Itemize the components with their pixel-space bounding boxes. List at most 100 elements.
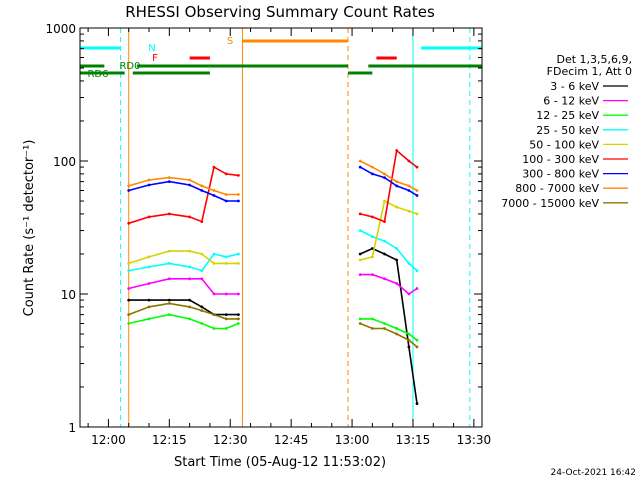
series-line-5-part-1: [360, 148, 418, 223]
y-tick-label-0: 1: [68, 421, 76, 435]
series-4-point-4: [200, 252, 204, 256]
x-tick-label-3: 12:45: [274, 433, 309, 447]
series-0-point-1: [147, 298, 151, 302]
series-0-point-12: [407, 345, 411, 349]
legend-label-4: 50 - 100 keV: [529, 138, 599, 151]
series-lines: [127, 148, 419, 405]
series-2-point-3: [188, 317, 192, 321]
series-7-point-3: [188, 178, 192, 182]
series-0-point-0: [127, 298, 131, 302]
series-5-point-7: [237, 174, 240, 177]
series-2-point-7: [237, 322, 240, 325]
series-8-point-6: [224, 317, 228, 321]
series-6-point-9: [371, 172, 374, 176]
x-tick-label-4: 13:00: [335, 433, 370, 447]
series-4-point-0: [127, 262, 131, 265]
series-8-point-10: [383, 327, 386, 330]
series-6-point-13: [415, 194, 419, 197]
series-6-point-6: [224, 199, 228, 203]
x-tick-label-6: 13:30: [457, 433, 492, 447]
series-8-point-11: [395, 332, 399, 336]
series-3-point-1: [147, 265, 151, 269]
series-6-point-8: [358, 165, 362, 169]
series-line-8-part-1: [359, 322, 418, 348]
legend-label-8: 7000 - 15000 keV: [501, 197, 599, 210]
series-7-point-9: [371, 165, 374, 169]
series-5-point-13: [415, 165, 419, 169]
series-8-point-8: [358, 322, 362, 325]
series-2-point-9: [371, 317, 374, 321]
series-2-point-12: [407, 332, 411, 336]
series-line-5-part-0: [128, 165, 239, 225]
series-7-point-10: [383, 172, 386, 176]
legend-header-1: FDecim 1, Att 0: [547, 65, 632, 78]
series-1-point-13: [415, 287, 419, 290]
series-line-3-part-0: [128, 253, 239, 272]
series-5-point-6: [224, 172, 228, 176]
series-1-point-8: [358, 273, 362, 276]
series-1-point-7: [237, 292, 240, 296]
series-6-point-4: [200, 189, 204, 192]
series-7-point-0: [127, 184, 131, 188]
series-6-point-2: [167, 180, 171, 184]
series-line-6-part-1: [359, 166, 418, 197]
series-5-point-10: [383, 220, 386, 224]
series-5-point-0: [127, 221, 131, 225]
series-line-0-part-0: [128, 299, 239, 316]
series-line-4-part-0: [128, 250, 239, 265]
series-7-point-7: [237, 193, 240, 196]
series-1-point-9: [371, 273, 374, 276]
series-0-point-6: [224, 313, 228, 316]
series-3-point-12: [407, 262, 411, 265]
series-2-point-6: [224, 327, 228, 330]
series-3-point-8: [358, 229, 362, 232]
series-line-1-part-1: [360, 273, 418, 296]
series-5-point-9: [371, 215, 374, 219]
series-4-point-5: [212, 262, 216, 265]
series-5-point-8: [358, 212, 362, 216]
series-3-point-2: [167, 262, 171, 265]
series-1-point-1: [147, 282, 151, 285]
legend: Det 1,3,5,6,9,FDecim 1, Att 0 3 - 6 keV 6 …: [501, 53, 632, 210]
series-5-point-1: [147, 215, 151, 219]
series-line-7-part-1: [359, 160, 418, 192]
series-7-point-2: [167, 176, 171, 180]
series-2-point-10: [383, 322, 386, 325]
series-1-point-2: [167, 277, 171, 281]
y-axis-label: Count Rate (s⁻¹ detector⁻¹): [22, 140, 37, 317]
legend-label-3: 25 - 50 keV: [536, 124, 599, 137]
series-1-point-11: [395, 282, 399, 285]
y-tick-label-1: 10: [61, 288, 76, 302]
series-3-point-11: [395, 247, 399, 250]
series-0-point-3: [188, 298, 192, 302]
series-5-point-11: [395, 149, 399, 152]
series-3-point-3: [188, 265, 192, 269]
series-8-point-9: [371, 327, 374, 330]
series-6-point-10: [383, 176, 386, 180]
series-8-point-0: [127, 313, 131, 316]
bar-label-f: F: [152, 53, 158, 64]
series-4-point-12: [407, 209, 411, 213]
bar-label-s: S: [227, 36, 233, 47]
series-4-point-6: [224, 262, 228, 265]
series-1-point-3: [188, 277, 192, 281]
x-tick-label-5: 13:15: [396, 433, 431, 447]
series-line-0-part-1: [359, 247, 418, 404]
legend-header-0: Det 1,3,5,6,9,: [556, 53, 632, 66]
series-6-point-3: [188, 183, 192, 187]
series-8-point-13: [415, 345, 419, 349]
legend-label-5: 100 - 300 keV: [522, 153, 599, 166]
y-tick-label-3: 1000: [45, 22, 76, 36]
series-6-point-0: [127, 189, 131, 192]
series-4-point-8: [358, 258, 362, 262]
annotation-bars: N S F RD0 RD6: [80, 36, 482, 80]
series-7-point-12: [407, 184, 411, 188]
series-3-point-0: [127, 269, 131, 272]
series-7-point-4: [200, 184, 204, 188]
series-4-point-7: [237, 262, 240, 265]
series-4-point-9: [371, 255, 374, 259]
legend-label-7: 800 - 7000 keV: [515, 182, 599, 195]
series-7-point-5: [212, 189, 216, 192]
series-2-point-5: [212, 327, 216, 330]
x-tick-label-2: 12:30: [213, 433, 248, 447]
